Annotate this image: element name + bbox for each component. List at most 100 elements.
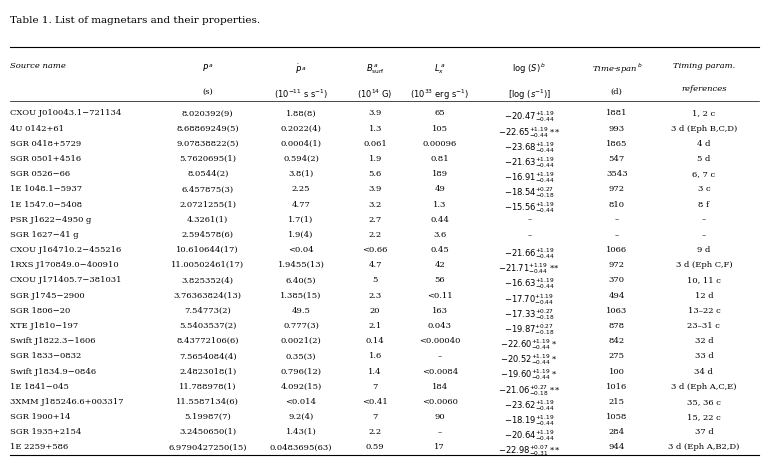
- Text: 2.7: 2.7: [368, 215, 382, 223]
- Text: 9.07838822(5): 9.07838822(5): [177, 140, 239, 147]
- Text: 4.3261(1): 4.3261(1): [187, 215, 228, 223]
- Text: 4 d: 4 d: [697, 140, 711, 147]
- Text: 3 d (Eph A,B2,D): 3 d (Eph A,B2,D): [668, 442, 740, 450]
- Text: 1.9455(13): 1.9455(13): [278, 261, 324, 269]
- Text: –: –: [527, 230, 531, 238]
- Text: <0.04: <0.04: [288, 246, 314, 253]
- Text: $-16.63^{+1.19}_{-0.44}$: $-16.63^{+1.19}_{-0.44}$: [504, 276, 555, 291]
- Text: references: references: [681, 85, 727, 93]
- Text: 8.020392(9): 8.020392(9): [182, 109, 234, 117]
- Text: $\dot{P}^{\,a}$: $\dot{P}^{\,a}$: [295, 62, 307, 76]
- Text: SGR 1627−41 g: SGR 1627−41 g: [10, 230, 78, 238]
- Text: 972: 972: [609, 185, 625, 193]
- Text: $-18.54^{+0.27}_{-0.18}$: $-18.54^{+0.27}_{-0.18}$: [504, 185, 555, 200]
- Text: 0.81: 0.81: [431, 155, 449, 162]
- Text: 0.45: 0.45: [431, 246, 449, 253]
- Text: 5 d: 5 d: [697, 155, 711, 162]
- Text: (s): (s): [202, 87, 213, 95]
- Text: 8.68869249(5): 8.68869249(5): [177, 124, 239, 132]
- Text: 33 d: 33 d: [695, 352, 713, 359]
- Text: 0.2022(4): 0.2022(4): [281, 124, 321, 132]
- Text: 34 d: 34 d: [695, 367, 713, 375]
- Text: –: –: [702, 230, 706, 238]
- Text: $(10^{33}\ \mathrm{erg\ s}^{-1})$: $(10^{33}\ \mathrm{erg\ s}^{-1})$: [410, 87, 470, 101]
- Text: $-16.91^{+1.19}_{-0.44}$: $-16.91^{+1.19}_{-0.44}$: [504, 170, 555, 185]
- Text: $[\log\,(s^{-1})]$: $[\log\,(s^{-1})]$: [508, 87, 551, 101]
- Text: –: –: [615, 215, 619, 223]
- Text: Swift J1822.3−1606: Swift J1822.3−1606: [10, 336, 95, 344]
- Text: 1, 2 c: 1, 2 c: [693, 109, 715, 117]
- Text: 5: 5: [372, 276, 378, 284]
- Text: 17: 17: [435, 442, 445, 450]
- Text: 0.043: 0.043: [428, 321, 452, 329]
- Text: 215: 215: [609, 397, 625, 405]
- Text: XTE J1810−197: XTE J1810−197: [10, 321, 78, 329]
- Text: –: –: [702, 215, 706, 223]
- Text: $(10^{14}\ \mathrm{G})$: $(10^{14}\ \mathrm{G})$: [358, 87, 393, 101]
- Text: $-22.98^{+0.07}_{-0.31}$ **: $-22.98^{+0.07}_{-0.31}$ **: [498, 442, 560, 457]
- Text: 1E 1547.0−5408: 1E 1547.0−5408: [10, 200, 82, 208]
- Text: Table 1. List of magnetars and their properties.: Table 1. List of magnetars and their pro…: [10, 16, 260, 25]
- Text: 23–31 c: 23–31 c: [687, 321, 721, 329]
- Text: 3.6: 3.6: [433, 230, 447, 238]
- Text: 4.7: 4.7: [368, 261, 382, 269]
- Text: 7.5654084(4): 7.5654084(4): [179, 352, 237, 359]
- Text: $-21.06^{+0.27}_{-0.18}$ **: $-21.06^{+0.27}_{-0.18}$ **: [498, 382, 560, 397]
- Text: 49: 49: [435, 185, 445, 193]
- Text: 6.457875(3): 6.457875(3): [182, 185, 234, 193]
- Text: 0.796(12): 0.796(12): [281, 367, 321, 375]
- Text: SGR 1935+2154: SGR 1935+2154: [10, 427, 81, 435]
- Text: $-23.62^{+1.19}_{-0.44}$: $-23.62^{+1.19}_{-0.44}$: [504, 397, 555, 412]
- Text: $(10^{-11}\ \mathrm{s\ s}^{-1})$: $(10^{-11}\ \mathrm{s\ s}^{-1})$: [274, 87, 328, 101]
- Text: –: –: [527, 215, 531, 223]
- Text: 3XMM J185246.6+003317: 3XMM J185246.6+003317: [10, 397, 123, 405]
- Text: 878: 878: [609, 321, 625, 329]
- Text: SGR 1806−20: SGR 1806−20: [10, 306, 70, 314]
- Text: $\log\,(S)^{\,b}$: $\log\,(S)^{\,b}$: [512, 62, 546, 76]
- Text: 3.2450650(1): 3.2450650(1): [179, 427, 237, 435]
- Text: $-20.52^{+1.19}_{-0.44}$ *: $-20.52^{+1.19}_{-0.44}$ *: [500, 352, 559, 366]
- Text: 3.2: 3.2: [368, 200, 382, 208]
- Text: 8 f: 8 f: [699, 200, 709, 208]
- Text: $-22.60^{+1.19}_{-0.44}$ *: $-22.60^{+1.19}_{-0.44}$ *: [500, 336, 559, 351]
- Text: 3543: 3543: [606, 170, 628, 178]
- Text: 2.1: 2.1: [368, 321, 382, 329]
- Text: 2.3: 2.3: [368, 291, 382, 299]
- Text: 0.0004(1): 0.0004(1): [281, 140, 321, 147]
- Text: 9.2(4): 9.2(4): [288, 412, 314, 420]
- Text: 2.2: 2.2: [368, 427, 382, 435]
- Text: 1.4: 1.4: [368, 367, 382, 375]
- Text: $P^{\,a}$: $P^{\,a}$: [202, 62, 214, 73]
- Text: –: –: [438, 352, 442, 359]
- Text: 0.44: 0.44: [431, 215, 449, 223]
- Text: 6.40(5): 6.40(5): [285, 276, 317, 284]
- Text: 0.061: 0.061: [363, 140, 387, 147]
- Text: <0.0060: <0.0060: [422, 397, 458, 405]
- Text: 1.9: 1.9: [368, 155, 382, 162]
- Text: 993: 993: [609, 124, 625, 132]
- Text: 4.77: 4.77: [291, 200, 310, 208]
- Text: 189: 189: [431, 170, 448, 178]
- Text: Timing param.: Timing param.: [673, 62, 735, 70]
- Text: 4U 0142+61: 4U 0142+61: [10, 124, 64, 132]
- Text: 90: 90: [435, 412, 445, 420]
- Text: 3 d (Eph C,F): 3 d (Eph C,F): [676, 261, 732, 269]
- Text: 100: 100: [609, 367, 625, 375]
- Text: 7.54773(2): 7.54773(2): [184, 306, 231, 314]
- Text: 15, 22 c: 15, 22 c: [687, 412, 721, 420]
- Text: 1E 1841−045: 1E 1841−045: [10, 382, 68, 390]
- Text: 2.594578(6): 2.594578(6): [182, 230, 234, 238]
- Text: 3.9: 3.9: [368, 185, 382, 193]
- Text: 1.7(1): 1.7(1): [288, 215, 314, 223]
- Text: 49.5: 49.5: [291, 306, 310, 314]
- Text: $-21.66^{+1.19}_{-0.44}$: $-21.66^{+1.19}_{-0.44}$: [504, 246, 555, 260]
- Text: PSR J1622−4950 g: PSR J1622−4950 g: [10, 215, 91, 223]
- Text: 0.00096: 0.00096: [422, 140, 457, 147]
- Text: 1063: 1063: [607, 306, 627, 314]
- Text: 6, 7 c: 6, 7 c: [693, 170, 715, 178]
- Text: 1RXS J170849.0−400910: 1RXS J170849.0−400910: [10, 261, 119, 269]
- Text: 184: 184: [431, 382, 448, 390]
- Text: <0.00040: <0.00040: [419, 336, 460, 344]
- Text: 1066: 1066: [607, 246, 627, 253]
- Text: Source name: Source name: [10, 62, 65, 70]
